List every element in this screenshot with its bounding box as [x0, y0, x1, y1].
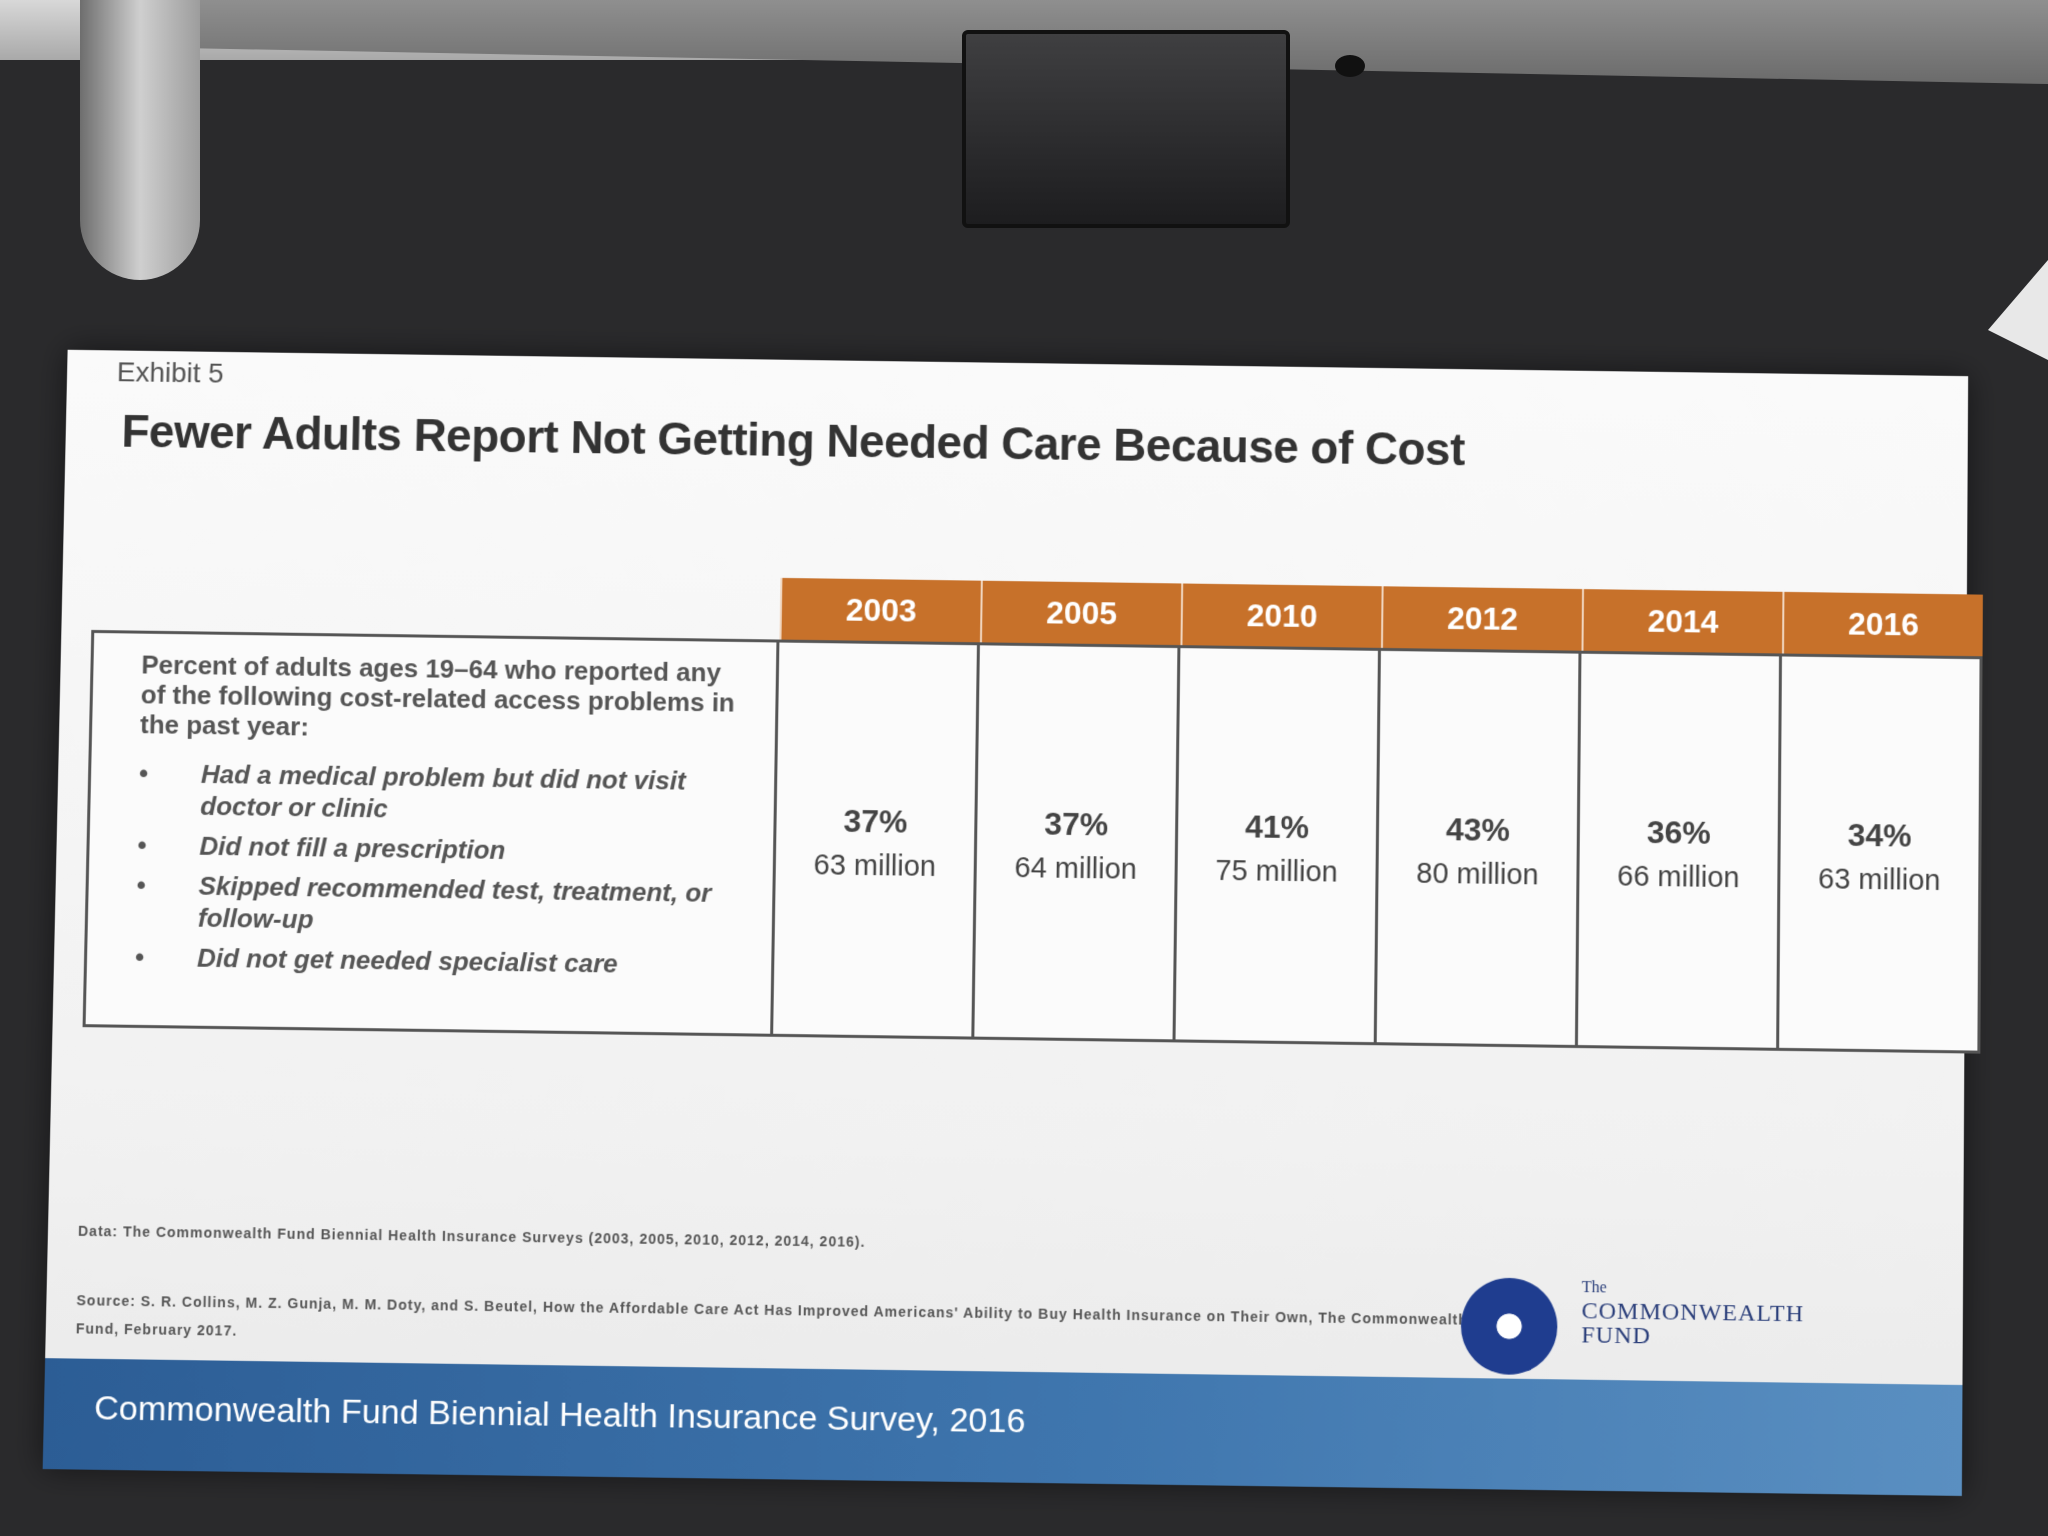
footer-text: Commonwealth Fund Biennial Health Insura… — [94, 1389, 1026, 1441]
footer-bar: Commonwealth Fund Biennial Health Insura… — [43, 1358, 1963, 1496]
problem-item: Skipped recommended test, treatment, or … — [136, 869, 733, 941]
logo-name: COMMONWEALTH FUND — [1581, 1299, 1804, 1350]
year-value-cell: 41% 75 million — [1175, 645, 1380, 1045]
year-column: 2012 43% 80 million — [1377, 586, 1582, 1048]
millions-value: 75 million — [1177, 854, 1375, 890]
year-value-cell: 34% 63 million — [1779, 653, 1982, 1053]
problem-list: Had a medical problem but did not visit … — [135, 757, 735, 981]
source-note: Source: S. R. Collins, M. Z. Gunja, M. M… — [76, 1286, 1482, 1362]
data-note: Data: The Commonwealth Fund Biennial Hea… — [78, 1223, 866, 1250]
percent-value: 41% — [1178, 807, 1376, 847]
year-column: 2014 36% 66 million — [1578, 589, 1783, 1051]
slide-title: Fewer Adults Report Not Getting Needed C… — [121, 404, 1465, 476]
millions-value: 63 million — [776, 849, 974, 885]
exhibit-label: Exhibit 5 — [117, 356, 225, 389]
millions-value: 64 million — [977, 852, 1175, 888]
millions-value: 63 million — [1780, 863, 1978, 899]
logo-line2: FUND — [1581, 1323, 1804, 1350]
year-value-cell: 37% 64 million — [974, 642, 1180, 1042]
percent-value: 36% — [1580, 813, 1778, 853]
millions-value: 80 million — [1378, 857, 1576, 893]
year-column: 2010 41% 75 million — [1175, 583, 1381, 1045]
ceiling-speaker — [962, 30, 1290, 228]
percent-value: 37% — [977, 805, 1175, 845]
logo-the: The — [1582, 1279, 1607, 1297]
year-column: 2005 37% 64 million — [974, 581, 1181, 1043]
year-header: 2016 — [1782, 592, 1983, 656]
problem-item: Did not fill a prescription — [137, 829, 733, 869]
percent-value: 43% — [1379, 810, 1577, 850]
year-header: 2003 — [779, 578, 980, 642]
projected-slide: Exhibit 5 Fewer Adults Report Not Gettin… — [43, 350, 1968, 1496]
millions-value: 66 million — [1579, 860, 1777, 896]
year-value-cell: 37% 63 million — [773, 640, 980, 1040]
description-lead: Percent of adults ages 19–64 who reporte… — [140, 650, 736, 748]
problem-item: Did not get needed specialist care — [135, 941, 732, 981]
year-header: 2010 — [1180, 583, 1381, 647]
logo-emblem-icon — [1461, 1277, 1558, 1375]
commonwealth-fund-logo: The COMMONWEALTH FUND — [1461, 1277, 1883, 1374]
year-value-cell: 36% 66 million — [1578, 651, 1782, 1051]
problem-item: Had a medical problem but did not visit … — [138, 757, 734, 829]
ceiling-pillar — [80, 0, 200, 280]
year-column: 2016 34% 63 million — [1779, 592, 1983, 1054]
wall-light — [1988, 260, 2048, 360]
year-header: 2014 — [1581, 589, 1782, 653]
ceiling-sensor — [1335, 55, 1365, 77]
year-header: 2012 — [1381, 586, 1582, 650]
percent-value: 37% — [776, 802, 974, 842]
year-header: 2005 — [980, 581, 1181, 645]
data-table: Percent of adults ages 19–64 who reporte… — [84, 568, 1957, 993]
description-cell: Percent of adults ages 19–64 who reporte… — [83, 630, 780, 1037]
year-column: 2003 37% 63 million — [773, 578, 981, 1040]
year-value-cell: 43% 80 million — [1377, 648, 1582, 1048]
percent-value: 34% — [1781, 816, 1979, 856]
